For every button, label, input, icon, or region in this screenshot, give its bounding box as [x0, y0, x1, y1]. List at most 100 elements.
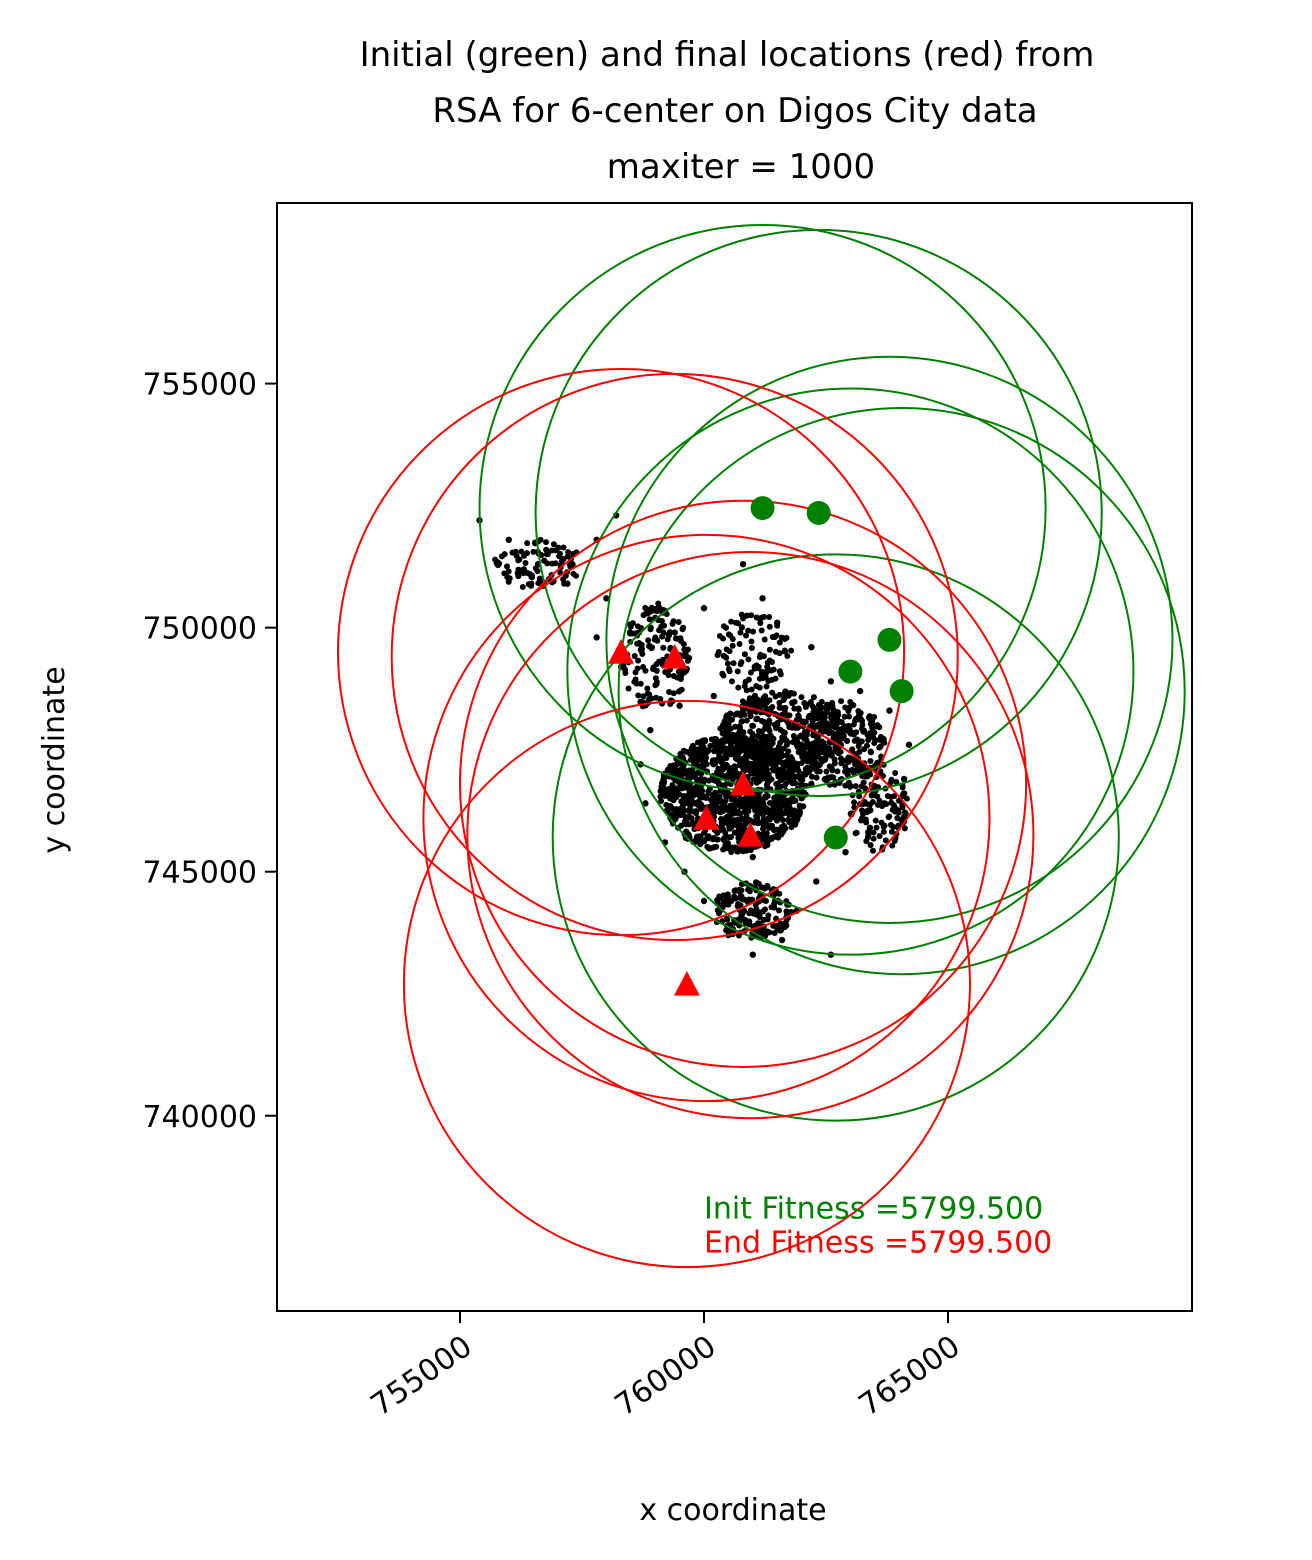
- data-point: [822, 709, 829, 716]
- data-point: [882, 837, 889, 844]
- data-point: [759, 796, 766, 803]
- data-point: [520, 552, 527, 559]
- data-point: [738, 815, 745, 822]
- data-point: [731, 887, 738, 894]
- data-point: [719, 756, 726, 763]
- data-point: [658, 617, 665, 624]
- data-point: [513, 552, 520, 559]
- data-point: [714, 757, 721, 764]
- data-point: [644, 685, 651, 692]
- data-point: [776, 704, 783, 711]
- data-point: [726, 668, 733, 675]
- data-point: [682, 650, 689, 657]
- data-point: [752, 738, 759, 745]
- data-point: [816, 768, 823, 775]
- data-point: [724, 840, 731, 847]
- data-point: [721, 653, 728, 660]
- data-point: [715, 779, 722, 786]
- data-point: [869, 847, 876, 854]
- data-point: [752, 764, 759, 771]
- data-point: [678, 686, 685, 693]
- data-point: [687, 801, 694, 808]
- data-point: [876, 833, 883, 840]
- data-point: [749, 722, 756, 729]
- data-point: [751, 819, 758, 826]
- data-point: [781, 647, 788, 654]
- data-point: [778, 936, 786, 944]
- data-point: [869, 798, 876, 805]
- data-point: [867, 757, 874, 764]
- data-point: [629, 620, 636, 627]
- data-point: [760, 763, 767, 770]
- data-point: [753, 682, 760, 689]
- data-point: [765, 750, 772, 757]
- data-point: [728, 678, 735, 685]
- data-point: [860, 779, 867, 786]
- data-point: [734, 847, 741, 854]
- chart-title-line-2: RSA for 6-center on Digos City data: [432, 91, 1037, 131]
- data-point: [855, 763, 862, 770]
- data-point: [832, 744, 839, 751]
- data-point: [723, 646, 730, 653]
- data-point: [736, 730, 743, 737]
- data-point: [751, 798, 758, 805]
- data-point: [755, 770, 762, 777]
- data-point: [505, 536, 512, 543]
- data-point: [748, 638, 755, 645]
- data-point: [659, 791, 666, 798]
- initial-coverage-circle: [617, 407, 1186, 976]
- data-point: [560, 576, 567, 583]
- data-point: [884, 793, 891, 800]
- data-point: [781, 729, 788, 736]
- data-point: [729, 642, 736, 649]
- data-point: [715, 794, 722, 801]
- data-point: [694, 746, 701, 753]
- data-point: [640, 612, 647, 619]
- data-point: [850, 769, 857, 776]
- data-point: [569, 561, 576, 568]
- data-point: [666, 689, 673, 696]
- initial-center-marker: [823, 825, 848, 850]
- data-point: [783, 908, 790, 915]
- data-point: [758, 627, 765, 634]
- data-point: [724, 748, 731, 755]
- data-point: [652, 682, 659, 689]
- data-point: [680, 792, 687, 799]
- data-point: [890, 802, 897, 809]
- data-point: [543, 539, 550, 546]
- data-point: [745, 808, 752, 815]
- final-center-marker: [693, 805, 720, 830]
- data-point: [722, 829, 729, 836]
- data-point: [674, 635, 681, 642]
- data-point: [743, 743, 750, 750]
- data-point: [775, 771, 782, 778]
- data-point: [775, 907, 782, 914]
- data-point: [635, 692, 642, 699]
- data-point: [841, 713, 848, 720]
- data-point: [830, 708, 837, 715]
- data-point: [871, 740, 878, 747]
- data-point: [855, 743, 862, 750]
- data-point: [842, 764, 849, 771]
- y-tick-label: 740000: [142, 1100, 257, 1135]
- data-point: [791, 705, 798, 712]
- data-point: [708, 835, 715, 842]
- data-point: [789, 699, 796, 706]
- data-point: [841, 723, 848, 730]
- init-fitness-annotation: Init Fitness =5799.500: [704, 1191, 1043, 1226]
- data-point: [748, 686, 755, 693]
- data-point: [779, 816, 786, 823]
- data-point: [899, 784, 906, 791]
- data-point: [877, 733, 884, 740]
- data-point: [850, 721, 857, 728]
- data-point: [740, 739, 747, 746]
- data-point: [857, 709, 864, 716]
- initial-center-marker: [750, 496, 775, 521]
- data-point: [593, 634, 600, 641]
- data-point: [694, 739, 701, 746]
- data-point: [761, 613, 768, 620]
- data-point: [767, 808, 774, 815]
- data-point: [781, 771, 788, 778]
- data-point: [709, 797, 716, 804]
